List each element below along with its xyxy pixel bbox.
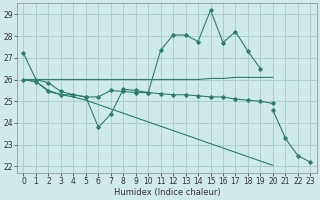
X-axis label: Humidex (Indice chaleur): Humidex (Indice chaleur) (114, 188, 220, 197)
